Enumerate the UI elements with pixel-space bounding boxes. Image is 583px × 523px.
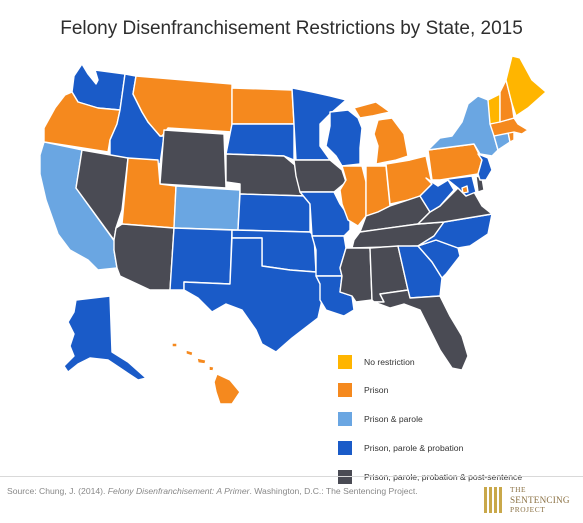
logo-line-2: SENTENCING [510, 495, 570, 505]
legend-swatch-prison [338, 383, 352, 398]
state-OR[interactable] [43, 91, 121, 153]
footer-divider [0, 476, 583, 477]
state-MO[interactable] [299, 191, 351, 237]
state-DC[interactable] [461, 185, 469, 194]
state-HI[interactable] [171, 342, 241, 405]
source-citation: Source: Chung, J. (2014). Felony Disenfr… [7, 486, 418, 496]
state-IL[interactable] [339, 165, 367, 227]
state-MN[interactable] [291, 87, 347, 161]
sentencing-project-logo: THE SENTENCING PROJECT [483, 483, 579, 517]
page-title: Felony Disenfranchisement Restrictions b… [60, 18, 523, 39]
state-NM[interactable] [169, 227, 233, 291]
state-NC[interactable] [417, 213, 493, 249]
state-ND[interactable] [231, 87, 295, 125]
legend-label: Prison & parole [364, 414, 423, 425]
state-WY[interactable] [159, 129, 227, 189]
logo-line-3: PROJECT [510, 505, 546, 514]
state-AK[interactable] [63, 295, 147, 381]
state-NH[interactable] [499, 79, 515, 123]
legend-item-probation: Prison, parole & probation [338, 440, 578, 455]
state-SD[interactable] [225, 123, 295, 161]
state-NJ[interactable] [477, 153, 493, 181]
legend-label: Prison [364, 385, 389, 396]
legend-swatch-probation [338, 440, 352, 455]
legend-swatch-parole [338, 412, 352, 427]
state-ME[interactable] [505, 55, 547, 117]
legend-item-prison: Prison [338, 383, 578, 398]
columns-logo-icon [484, 487, 502, 513]
state-MI[interactable] [353, 101, 409, 165]
state-CO[interactable] [173, 185, 241, 231]
legend-label: No restriction [364, 356, 415, 367]
legend-label: Prison, parole & probation [364, 442, 464, 453]
source-suffix: . Washington, D.C.: The Sentencing Proje… [249, 486, 418, 496]
source-title: Felony Disenfranchisement: A Primer [107, 486, 250, 496]
logo-line-1: THE [510, 485, 527, 494]
state-AZ[interactable] [113, 223, 175, 291]
state-FL[interactable] [373, 289, 469, 371]
state-WV[interactable] [419, 177, 455, 213]
state-VT[interactable] [487, 93, 501, 125]
state-IA[interactable] [293, 159, 347, 193]
legend-item-parole: Prison & parole [338, 412, 578, 427]
state-MS[interactable] [339, 247, 373, 303]
legend-swatch-none [338, 354, 352, 369]
legend-item-none: No restriction [338, 354, 578, 369]
state-KS[interactable] [237, 193, 311, 233]
state-WI[interactable] [325, 109, 363, 167]
source-prefix: Source: Chung, J. (2014). [7, 486, 108, 496]
